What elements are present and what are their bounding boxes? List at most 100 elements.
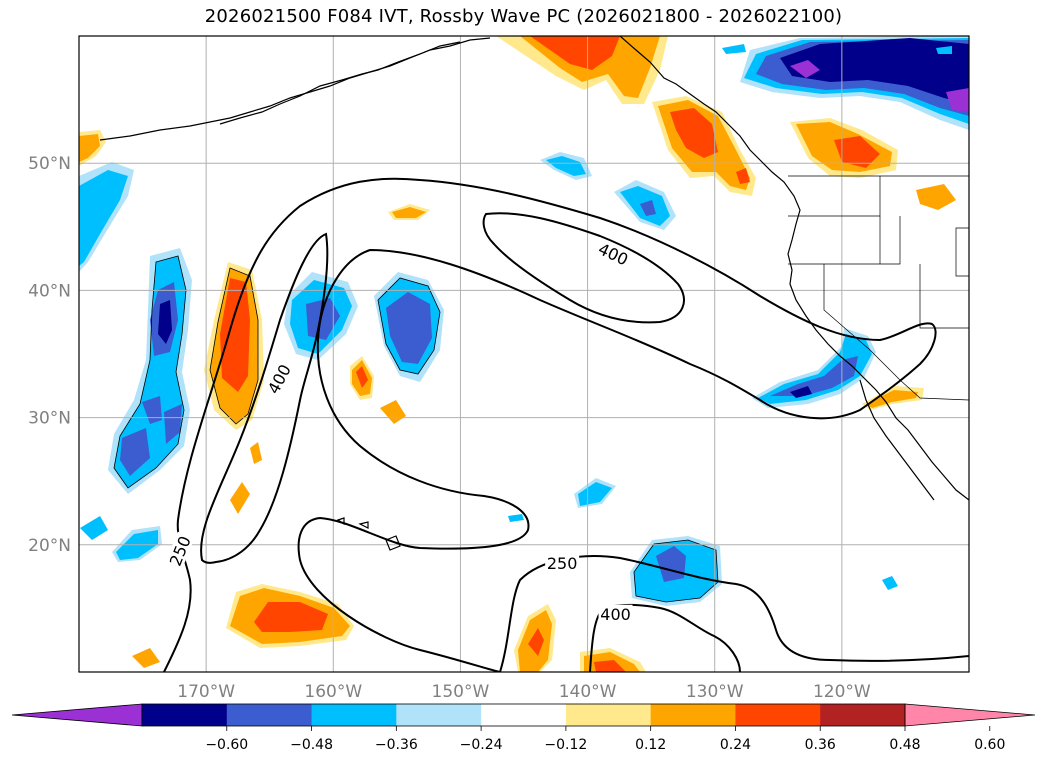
anomaly-outline bbox=[209, 267, 259, 425]
anomaly-blob bbox=[916, 184, 956, 210]
anomaly-blob bbox=[386, 292, 432, 364]
colorbar-extend-low bbox=[11, 703, 143, 727]
contour-label-bg bbox=[263, 359, 295, 399]
ivt-contour-400 bbox=[200, 232, 329, 564]
anomaly-blob bbox=[80, 516, 108, 540]
anomaly-blob bbox=[770, 356, 858, 396]
colorbar-segment bbox=[142, 704, 228, 726]
colorbar-frame bbox=[141, 703, 906, 727]
anomaly-blob bbox=[164, 404, 182, 444]
colorbar-segment bbox=[565, 704, 652, 726]
anomaly-blob bbox=[250, 442, 262, 464]
coastline bbox=[859, 379, 935, 501]
contour-label-bg bbox=[594, 238, 633, 270]
anomaly-blob bbox=[594, 660, 626, 672]
anomaly-blob bbox=[758, 334, 872, 404]
lon-label: 160°W bbox=[304, 682, 362, 700]
anomaly-blob bbox=[530, 36, 620, 70]
colorbar-tick-label: −0.36 bbox=[375, 737, 418, 753]
border bbox=[788, 216, 901, 265]
coastline bbox=[358, 521, 369, 529]
anomaly-blob bbox=[120, 428, 150, 476]
coastline bbox=[385, 535, 401, 551]
border bbox=[823, 264, 901, 381]
lon-label: 130°W bbox=[686, 682, 744, 700]
colorbar-tick-label: −0.12 bbox=[544, 737, 587, 753]
anomaly-blob bbox=[736, 168, 750, 184]
lon-label: 140°W bbox=[559, 682, 617, 700]
colorbar-tick-label: 0.48 bbox=[889, 737, 920, 753]
anomaly-blob bbox=[306, 298, 340, 340]
anomaly-fill-layer bbox=[79, 36, 969, 672]
colorbar-tick-label: −0.24 bbox=[460, 737, 503, 753]
anomaly-blob bbox=[254, 602, 328, 632]
anomaly-blob bbox=[392, 207, 426, 218]
colorbar-group: −0.60 −0.48 −0.36 −0.24 −0.12 0.12 0.24 0.36 0.4… bbox=[11, 703, 1036, 753]
border bbox=[899, 379, 969, 401]
colorbar-segment bbox=[311, 704, 397, 726]
anomaly-blob bbox=[722, 44, 746, 54]
ivt-contour-400 bbox=[589, 604, 741, 672]
anomaly-outline bbox=[113, 255, 187, 489]
colorbar-tick-label: 0.12 bbox=[635, 737, 666, 753]
coastline bbox=[219, 41, 461, 125]
ivt-contours bbox=[163, 177, 969, 672]
colorbar-tick-label: 0.24 bbox=[720, 737, 751, 753]
lat-label: 40°N bbox=[28, 281, 71, 301]
ivt-contour-400 bbox=[482, 212, 685, 324]
colorbar-tick-label: −0.48 bbox=[290, 737, 333, 753]
border-layer bbox=[788, 175, 969, 401]
ivt-contour-250 bbox=[163, 177, 937, 672]
anomaly-outline bbox=[377, 277, 441, 375]
anomaly-blob bbox=[508, 514, 524, 522]
lat-label: 20°N bbox=[28, 536, 71, 556]
lat-label: 30°N bbox=[28, 409, 71, 429]
lat-labels: 50°N 40°N 30°N 20°N bbox=[28, 154, 71, 556]
colorbar-segment bbox=[226, 704, 313, 726]
lon-labels: 170°W 160°W 150°W 140°W 130°W 120°W bbox=[177, 682, 871, 700]
contour-label-bg bbox=[165, 531, 195, 570]
coastline-layer bbox=[99, 36, 969, 551]
anomaly-blob bbox=[546, 156, 586, 176]
anomaly-blob bbox=[356, 366, 368, 388]
colorbar-extend-high bbox=[904, 703, 1036, 727]
map-frame bbox=[78, 35, 970, 673]
anomaly-blob bbox=[790, 60, 820, 78]
anomaly-blob bbox=[780, 38, 969, 104]
anomaly-blob bbox=[79, 170, 128, 266]
anomaly-blob bbox=[834, 136, 880, 168]
colorbar-segment bbox=[481, 704, 567, 726]
contour-label: 250 bbox=[547, 554, 578, 573]
anomaly-blob bbox=[866, 390, 918, 408]
anomaly-blob bbox=[640, 200, 656, 216]
colorbar-segment bbox=[735, 704, 821, 726]
anomaly-blob bbox=[946, 88, 969, 112]
chart-title: 2026021500 F084 IVT, Rossby Wave PC (202… bbox=[204, 6, 843, 27]
colorbar-tick-label: −0.60 bbox=[205, 737, 248, 753]
colorbar-segment bbox=[396, 704, 482, 726]
lon-label: 150°W bbox=[432, 682, 490, 700]
anomaly-blob bbox=[158, 300, 172, 344]
graticule bbox=[79, 36, 969, 672]
anomaly-blob bbox=[230, 482, 250, 514]
contour-label-bg bbox=[545, 553, 580, 572]
contour-label-bg bbox=[598, 604, 633, 623]
anomaly-blob bbox=[132, 648, 160, 668]
lon-label: 120°W bbox=[813, 682, 871, 700]
lat-label: 50°N bbox=[28, 154, 71, 174]
colorbar-segment bbox=[820, 704, 906, 726]
anomaly-blob bbox=[578, 482, 612, 506]
anomaly-blob bbox=[882, 576, 898, 590]
colorbar-tick-label: 0.36 bbox=[805, 737, 836, 753]
border bbox=[955, 227, 969, 277]
anomaly-blob bbox=[79, 134, 100, 162]
anomaly-blob bbox=[528, 628, 544, 656]
ivt-contour-250 bbox=[499, 555, 969, 672]
colorbar-tick-label: 0.60 bbox=[974, 737, 1005, 753]
anomaly-blob bbox=[790, 386, 812, 398]
coastline bbox=[619, 36, 969, 501]
anomaly-blob bbox=[936, 46, 952, 54]
